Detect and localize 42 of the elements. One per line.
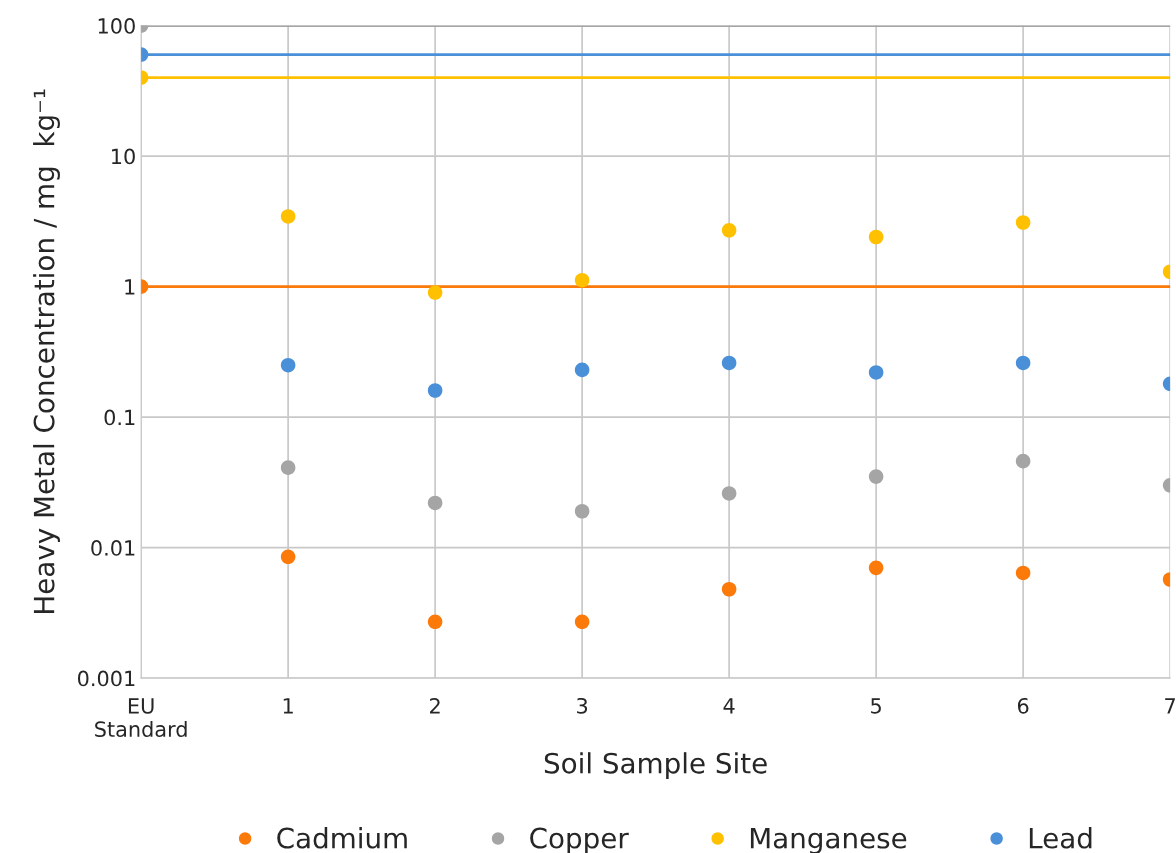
point bbox=[868, 365, 884, 380]
point bbox=[721, 223, 737, 238]
point bbox=[280, 209, 296, 224]
y-tick-label: 0.001 bbox=[77, 670, 135, 687]
point bbox=[427, 383, 443, 398]
point bbox=[427, 285, 443, 300]
y-tick-label: 0.1 bbox=[104, 409, 135, 426]
point bbox=[280, 357, 296, 373]
point bbox=[574, 362, 590, 378]
x-tick-label: 7 bbox=[1165, 698, 1175, 714]
point bbox=[280, 460, 296, 475]
y-tick-label: 1 bbox=[125, 279, 135, 295]
point bbox=[427, 614, 443, 630]
point bbox=[280, 549, 296, 565]
point bbox=[574, 272, 590, 288]
y-tick-label: 0.01 bbox=[91, 540, 135, 556]
point bbox=[868, 560, 884, 576]
legend-label: Cadmium bbox=[277, 827, 407, 849]
x-axis-title: Soil Sample Site bbox=[544, 752, 767, 780]
point bbox=[868, 469, 884, 484]
y-tick-label: 10 bbox=[112, 148, 135, 165]
y-axis-title: Heavy Metal Concentration / mg kg⁻¹ bbox=[33, 89, 60, 613]
point bbox=[721, 581, 737, 597]
x-tick-label: 2 bbox=[430, 697, 440, 714]
point bbox=[427, 495, 443, 511]
point bbox=[1015, 355, 1031, 371]
point bbox=[868, 229, 884, 245]
x-tick-label: EU Standard bbox=[95, 698, 187, 738]
point bbox=[574, 614, 590, 630]
legend-label: Lead bbox=[1029, 827, 1092, 849]
x-tick-label: 1 bbox=[283, 698, 293, 714]
x-tick-label: 4 bbox=[723, 698, 735, 714]
point bbox=[1015, 215, 1031, 230]
point bbox=[1015, 565, 1031, 581]
point bbox=[721, 355, 737, 371]
x-tick-label: 5 bbox=[871, 698, 881, 714]
y-tick-label: 100 bbox=[98, 18, 135, 34]
x-tick-label: 3 bbox=[577, 697, 588, 714]
x-tick-label: 6 bbox=[1017, 697, 1029, 714]
point bbox=[1015, 453, 1031, 469]
point bbox=[721, 486, 737, 501]
point bbox=[574, 503, 590, 519]
